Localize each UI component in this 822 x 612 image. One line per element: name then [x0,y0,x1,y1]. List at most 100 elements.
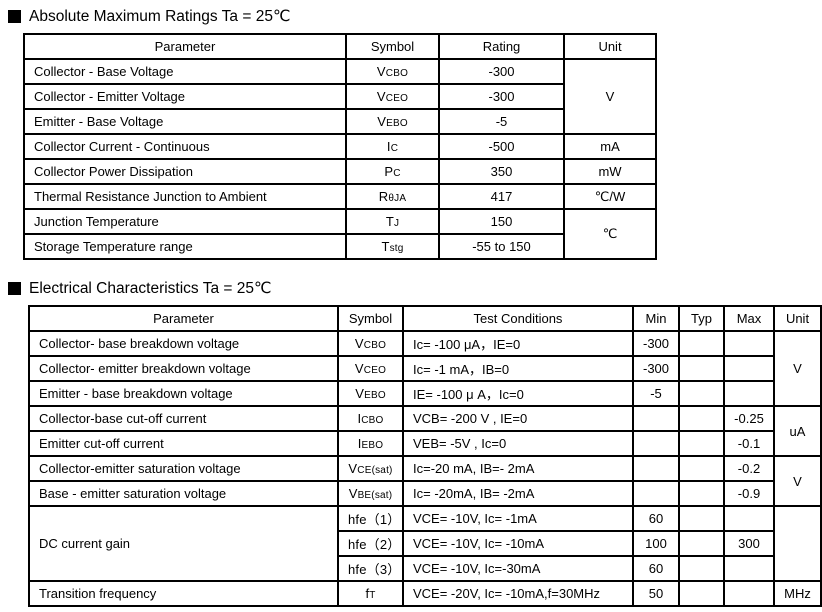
table-row: DC current gain hfe（1） VCE= -10V, Ic= -1… [28,505,822,582]
table-row: Collector-base cut-off current ICBO VCB=… [28,405,822,457]
parameter-cell: Storage Temperature range [23,233,347,260]
max-cell [723,330,775,357]
table-row: Junction Temperature TJ 150 ℃ [23,208,657,260]
parameter-cell: Collector-emitter saturation voltage [28,455,339,482]
section-title-text: Electrical Characteristics Ta = 25℃ [29,279,272,297]
symbol-cell: VCEO [337,355,404,382]
typ-cell [678,405,725,432]
test-conditions-cell: VCE= -10V, Ic=-30mA [402,555,634,582]
symbol-cell: hfe（2） [337,530,404,557]
typ-cell [678,555,725,582]
table-row: Collector - Base Voltage VCBO -300 V [23,58,657,135]
column-header-symbol: Symbol [337,305,404,332]
symbol-cell: VCBO [337,330,404,357]
min-cell [632,455,680,482]
unit-cell: ℃/W [563,183,657,210]
typ-cell [678,430,725,457]
column-header-parameter: Parameter [23,33,347,60]
rating-cell: -300 [438,83,565,110]
electrical-characteristics-table: Parameter Symbol Test Conditions Min Typ… [28,305,822,607]
column-header-rating: Rating [438,33,565,60]
rating-cell: 350 [438,158,565,185]
symbol-cell: IEBO [337,430,404,457]
symbol-cell: VCBO [345,58,440,85]
min-cell [632,480,680,507]
min-cell: -5 [632,380,680,407]
bullet-square-icon [8,281,21,295]
parameter-cell: Collector-base cut-off current [28,405,339,432]
typ-cell [678,480,725,507]
parameter-cell: Base - emitter saturation voltage [28,480,339,507]
test-conditions-cell: VCE= -10V, Ic= -1mA [402,505,634,532]
header-row: Parameter Symbol Test Conditions Min Typ… [28,305,822,332]
symbol-cell: hfe（1） [337,505,404,532]
test-conditions-cell: VCB= -200 V , IE=0 [402,405,634,432]
max-cell [723,380,775,407]
rating-cell: 150 [438,208,565,235]
table-row: Emitter - Base Voltage VEBO -5 [23,108,656,135]
max-cell [723,505,775,532]
table-row: Collector-emitter saturation voltage VCE… [28,455,822,507]
header-row: Parameter Symbol Rating Unit [23,33,657,60]
table-row: Collector- emitter breakdown voltage VCE… [28,355,821,382]
table-row: hfe（3） VCE= -10V, Ic=-30mA 60 [29,555,821,582]
symbol-cell: ICBO [337,405,404,432]
max-cell [723,355,775,382]
parameter-cell: Collector Power Dissipation [23,158,347,185]
symbol-cell: VCE(sat) [337,455,404,482]
typ-cell [678,580,725,607]
table-row: Thermal Resistance Junction to Ambient R… [23,183,657,210]
parameter-cell: Emitter cut-off current [28,430,339,457]
max-cell [723,555,775,582]
unit-cell: V [773,330,822,407]
column-header-unit: Unit [773,305,822,332]
typ-cell [678,505,725,532]
table-row: hfe（2） VCE= -10V, Ic= -10mA 100 300 [29,530,821,557]
symbol-cell: VEBO [337,380,404,407]
typ-cell [678,380,725,407]
section-title-electrical-characteristics: Electrical Characteristics Ta = 25℃ [8,279,822,297]
test-conditions-cell: VCE= -20V, Ic= -10mA,f=30MHz [402,580,634,607]
min-cell: 50 [632,580,680,607]
test-conditions-cell: Ic= -20mA, IB= -2mA [402,480,634,507]
table-row: Emitter - base breakdown voltage VEBO IE… [28,380,821,407]
column-header-test-conditions: Test Conditions [402,305,634,332]
table-row: Emitter cut-off current IEBO VEB= -5V , … [28,430,821,457]
table-row: Collector - Emitter Voltage VCEO -300 [23,83,656,110]
typ-cell [678,530,725,557]
min-cell: 60 [632,555,680,582]
min-cell: 60 [632,505,680,532]
rating-cell: -500 [438,133,565,160]
rating-cell: -5 [438,108,565,135]
rating-cell: -55 to 150 [438,233,565,260]
table-row: Collector- base breakdown voltage VCBO I… [28,330,822,407]
symbol-cell: VCEO [345,83,440,110]
symbol-cell: hfe（3） [337,555,404,582]
unit-cell [773,505,822,582]
unit-cell: MHz [773,580,822,607]
max-cell [723,580,775,607]
parameter-cell: Thermal Resistance Junction to Ambient [23,183,347,210]
unit-cell: ℃ [563,208,657,260]
column-header-max: Max [723,305,775,332]
max-cell: -0.1 [723,430,775,457]
rating-cell: -300 [438,58,565,85]
parameter-cell: Transition frequency [28,580,339,607]
table-row: Base - emitter saturation voltage VBE(sa… [28,480,821,507]
test-conditions-cell: IE= -100 μ A，Ic=0 [402,380,634,407]
symbol-cell: Tstg [345,233,440,260]
parameter-cell: Emitter - Base Voltage [23,108,347,135]
unit-cell: V [773,455,822,507]
section-title-text: Absolute Maximum Ratings Ta = 25℃ [29,7,291,25]
typ-cell [678,355,725,382]
min-cell: -300 [632,330,680,357]
rating-cell: 417 [438,183,565,210]
typ-cell [678,330,725,357]
parameter-cell: Collector - Base Voltage [23,58,347,85]
symbol-cell: IC [345,133,440,160]
symbol-cell: fT [337,580,404,607]
symbol-cell: RθJA [345,183,440,210]
test-conditions-cell: Ic= -1 mA，IB=0 [402,355,634,382]
unit-cell: V [563,58,657,135]
column-header-parameter: Parameter [28,305,339,332]
